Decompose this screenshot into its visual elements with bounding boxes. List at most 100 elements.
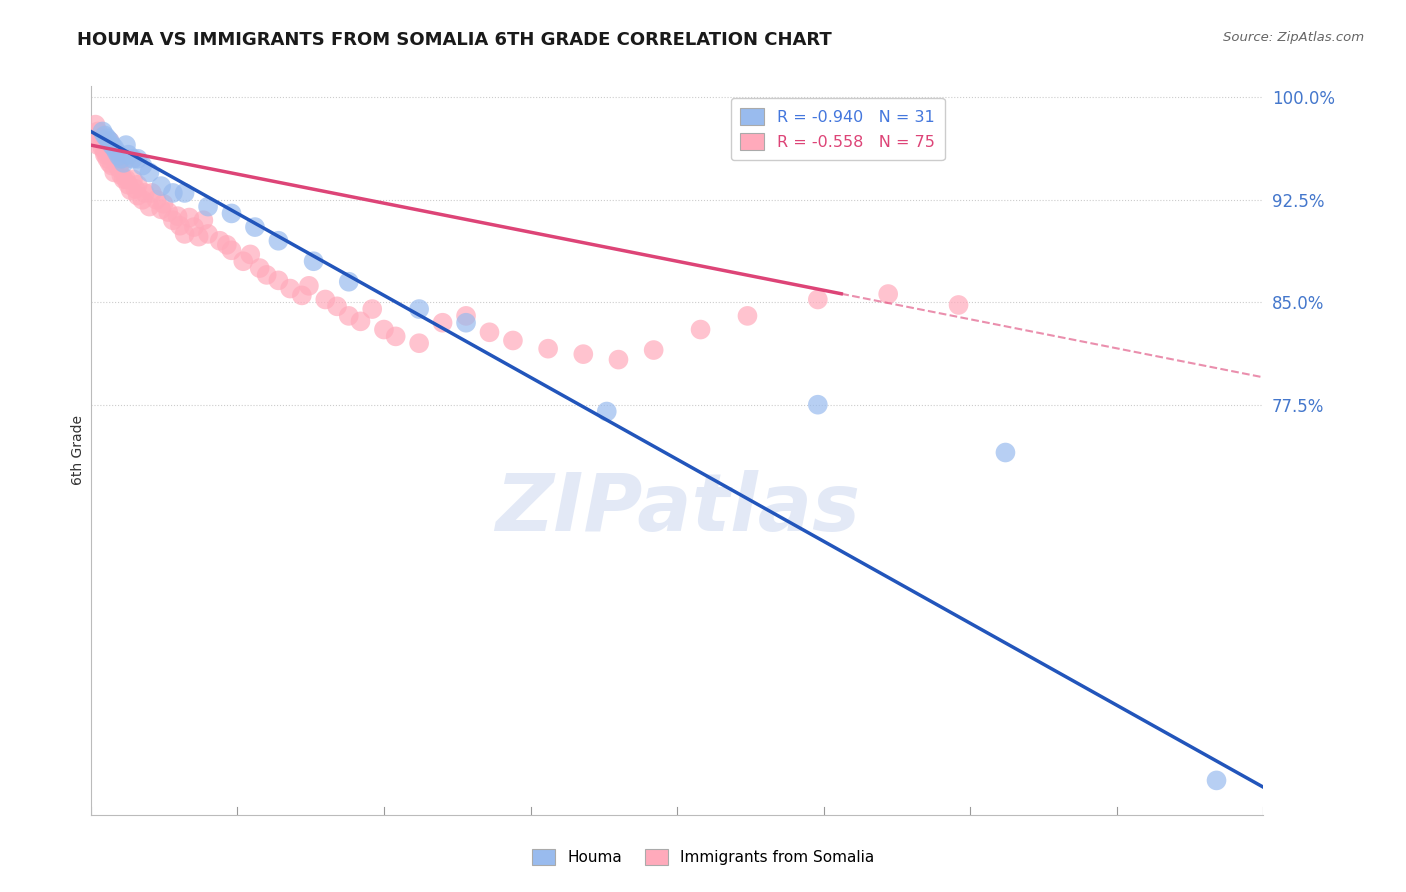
Point [87, 138, 110, 153]
Point [267, 234, 290, 248]
Point [108, 161, 131, 176]
Point [131, 193, 153, 207]
Point [173, 227, 195, 241]
Point [948, 298, 970, 312]
Point [122, 172, 145, 186]
Point [572, 347, 595, 361]
Point [89, 131, 111, 145]
Point [596, 404, 619, 418]
Point [98, 134, 121, 148]
Point [478, 326, 501, 340]
Point [124, 182, 146, 196]
Point [221, 244, 243, 258]
Point [152, 197, 174, 211]
Point [249, 261, 271, 276]
Point [607, 352, 630, 367]
Point [807, 293, 830, 307]
Point [98, 134, 121, 148]
Point [173, 186, 195, 200]
Point [166, 209, 188, 223]
Point [454, 316, 477, 330]
Point [127, 152, 149, 166]
Point [215, 237, 238, 252]
Point [183, 220, 205, 235]
Point [162, 186, 184, 200]
Point [94, 145, 117, 159]
Point [326, 299, 349, 313]
Point [115, 152, 138, 166]
Point [94, 128, 117, 143]
Point [138, 165, 160, 179]
Point [127, 178, 149, 192]
Point [108, 149, 131, 163]
Point [314, 293, 336, 307]
Point [134, 186, 156, 200]
Point [101, 138, 124, 153]
Point [103, 165, 125, 179]
Point [298, 278, 321, 293]
Point [150, 179, 173, 194]
Point [267, 273, 290, 287]
Point [243, 220, 266, 235]
Point [127, 188, 149, 202]
Point [1205, 773, 1227, 788]
Point [112, 156, 135, 170]
Point [138, 200, 160, 214]
Point [105, 145, 128, 159]
Point [115, 138, 138, 153]
Point [105, 156, 128, 170]
Point [91, 141, 114, 155]
Point [157, 205, 180, 219]
Point [91, 124, 114, 138]
Point [84, 118, 107, 132]
Point [110, 152, 132, 166]
Point [169, 219, 191, 233]
Point [256, 268, 278, 282]
Point [689, 322, 711, 336]
Point [110, 168, 132, 182]
Point [87, 124, 110, 138]
Point [122, 152, 145, 166]
Point [408, 301, 430, 316]
Point [408, 336, 430, 351]
Point [179, 211, 201, 225]
Point [278, 281, 301, 295]
Point [141, 186, 163, 200]
Point [537, 342, 560, 356]
Point [337, 309, 360, 323]
Point [361, 301, 384, 316]
Point [103, 141, 125, 155]
Text: ZIPatlas: ZIPatlas [495, 470, 859, 548]
Point [502, 334, 524, 348]
Point [98, 156, 121, 170]
Point [91, 134, 114, 148]
Point [432, 316, 454, 330]
Point [454, 309, 477, 323]
Point [349, 314, 371, 328]
Point [208, 234, 231, 248]
Point [239, 247, 262, 261]
Point [112, 172, 135, 186]
Point [120, 183, 142, 197]
Y-axis label: 6th Grade: 6th Grade [72, 416, 86, 485]
Point [101, 159, 124, 173]
Text: Source: ZipAtlas.com: Source: ZipAtlas.com [1223, 31, 1364, 45]
Point [117, 178, 139, 192]
Point [115, 172, 138, 186]
Text: HOUMA VS IMMIGRANTS FROM SOMALIA 6TH GRADE CORRELATION CHART: HOUMA VS IMMIGRANTS FROM SOMALIA 6TH GRA… [77, 31, 832, 49]
Point [302, 254, 325, 268]
Point [96, 131, 118, 145]
Point [384, 329, 406, 343]
Point [162, 213, 184, 227]
Point [807, 398, 830, 412]
Legend: Houma, Immigrants from Somalia: Houma, Immigrants from Somalia [526, 843, 880, 871]
Point [103, 147, 125, 161]
Point [737, 309, 759, 323]
Point [643, 343, 665, 357]
Point [145, 193, 167, 207]
Point [131, 159, 153, 173]
Point [96, 152, 118, 166]
Point [150, 202, 173, 217]
Point [193, 213, 215, 227]
Point [877, 287, 900, 301]
